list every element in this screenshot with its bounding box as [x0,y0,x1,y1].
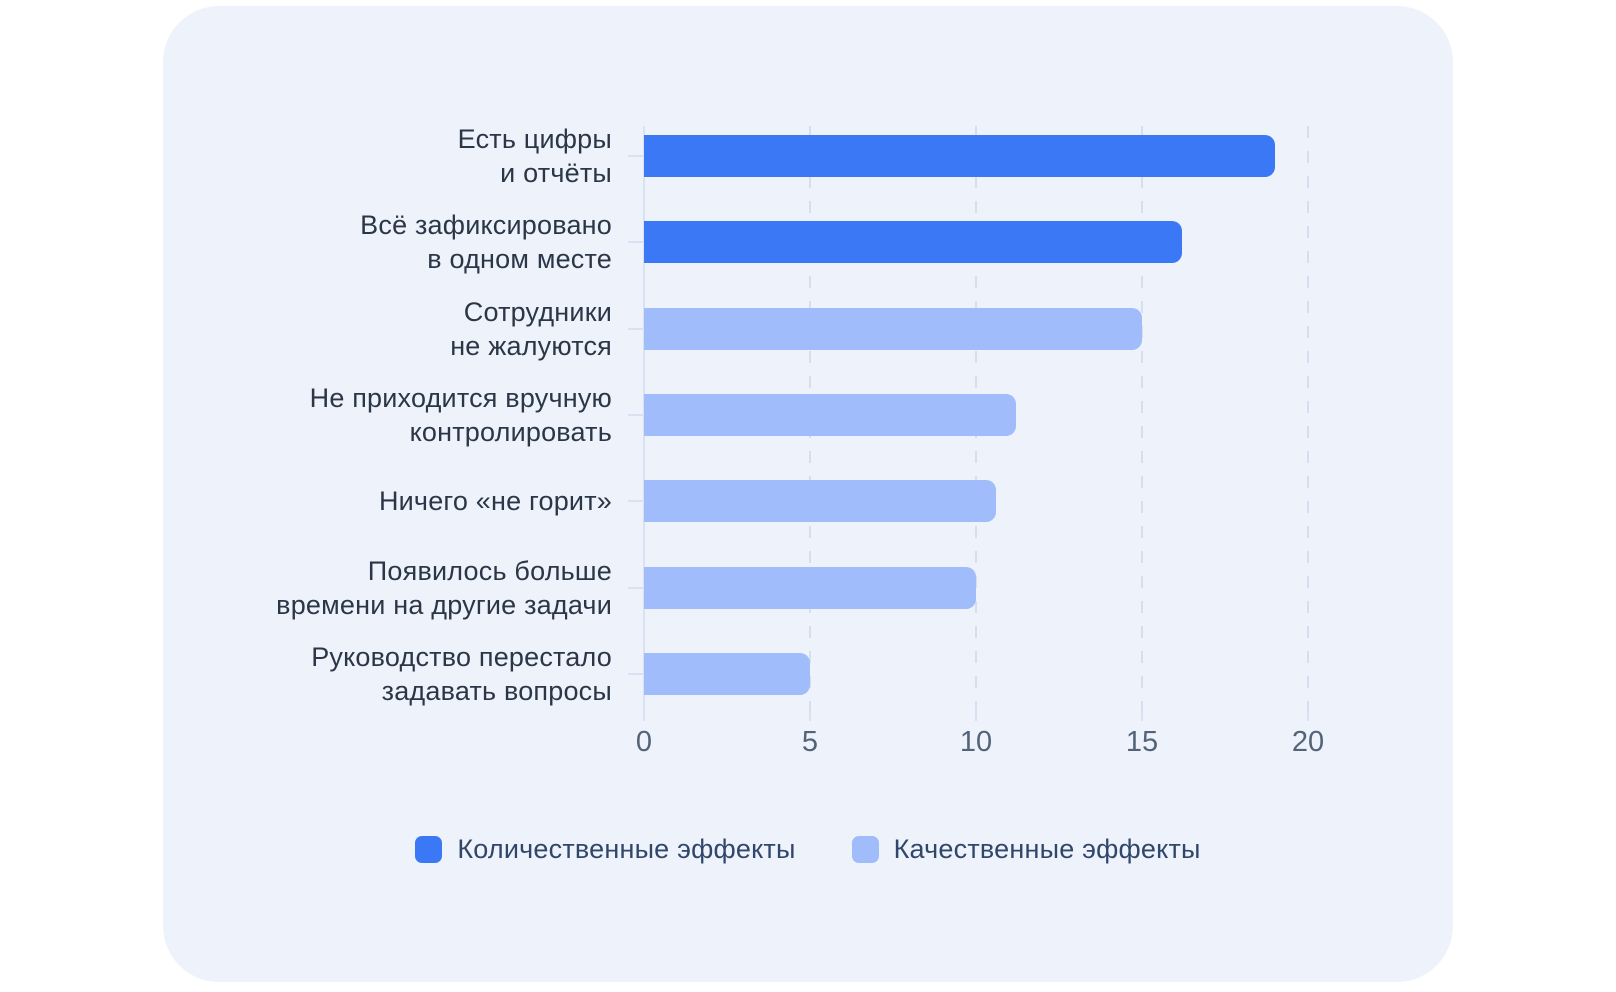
bar [644,307,1142,350]
x-tick-label: 5 [801,726,819,758]
legend-label-quantitative: Количественные эффекты [457,834,796,864]
legend-label-qualitative: Качественные эффекты [893,834,1201,864]
category-label-line: контролировать [409,416,612,447]
gridline [1307,126,1309,710]
category-label: Есть цифры и отчёты [163,114,612,198]
x-tick-label: 10 [959,726,993,758]
bar [644,480,996,523]
y-axis-tick [628,241,644,244]
y-axis-tick [628,500,644,503]
category-label-line: Ничего «не горит» [378,486,612,517]
x-tick-label: 0 [635,726,653,758]
bar [644,221,1182,264]
category-label-line: Сотрудники [463,296,612,327]
category-label-line: Появилось больше [367,555,612,586]
category-label: Появилось больше времени на другие задачи [163,546,612,630]
y-axis-tick [628,155,644,157]
category-label: Ничего «не горит» [163,459,612,543]
category-label: Всё зафиксировано в одном месте [163,200,612,284]
gridline [1141,126,1143,710]
bar [644,566,976,609]
category-label-line: Есть цифры [457,124,612,154]
x-axis-tick [975,710,977,721]
x-axis-tick [809,710,811,721]
category-label-line: Не приходится вручную [309,382,612,413]
y-axis-tick [628,586,644,589]
y-axis-tick [628,672,644,675]
category-label-line: и отчёты [500,158,612,188]
category-label: Руководство перестало задавать вопросы [163,632,612,716]
category-label: Сотрудники не жалуются [163,287,612,371]
legend: Количественные эффекты Качественные эффе… [163,832,1453,866]
legend-swatch-qualitative-icon [851,835,879,863]
y-axis-tick [628,327,644,330]
category-label-line: Руководство перестало [311,641,612,672]
x-tick-label: 20 [1291,726,1325,758]
x-tick-label: 15 [1125,726,1159,758]
x-axis-tick [1141,710,1143,721]
category-label: Не приходится вручную контролировать [163,373,612,457]
legend-swatch-quantitative-icon [415,835,443,863]
x-axis-tick [643,710,645,721]
legend-item-quantitative: Количественные эффекты [415,832,795,866]
legend-item-qualitative: Качественные эффекты [851,832,1201,866]
chart-card: 0 5 10 15 20 Есть цифры и отчёты Всё зафиксиров… [163,6,1453,982]
category-label-line: в одном месте [427,244,612,275]
y-axis-tick [628,413,644,416]
category-label-line: времени на другие задачи [276,589,612,620]
bar [644,393,1016,436]
x-axis-tick [1307,710,1309,721]
category-label-line: не жалуются [450,330,612,361]
bar [644,135,1275,177]
category-label-line: Всё зафиксировано [360,210,612,241]
category-label-line: задавать вопросы [381,675,612,706]
bar [644,652,810,695]
plot-area: 0 5 10 15 20 Есть цифры и отчёты Всё зафиксиров… [163,6,1453,982]
